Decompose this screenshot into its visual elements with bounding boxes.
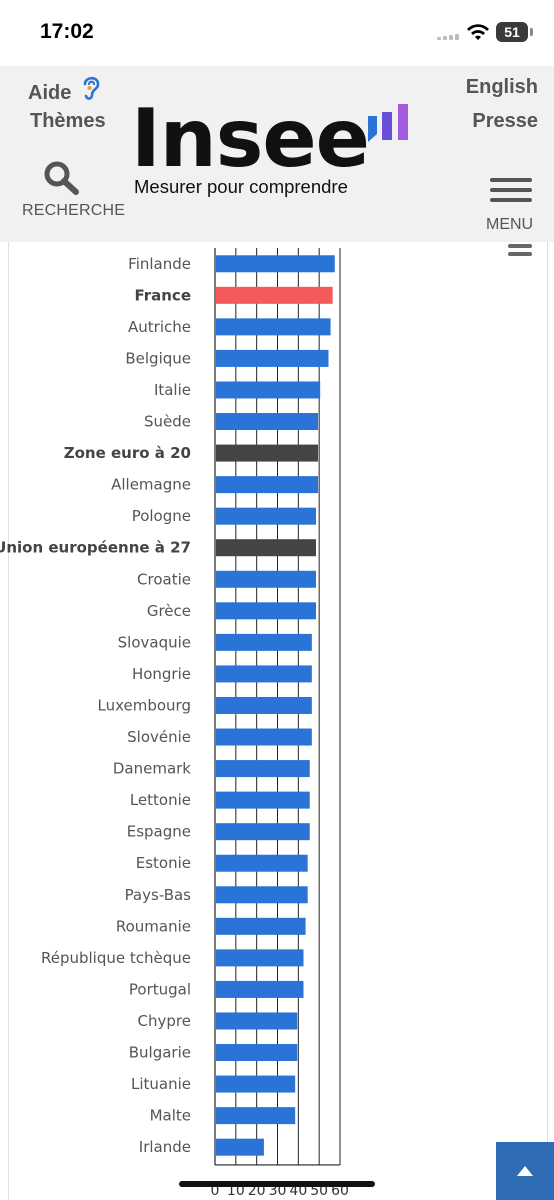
bar <box>216 539 316 557</box>
bar <box>216 570 316 588</box>
category-label: Belgique <box>125 349 191 367</box>
bar <box>216 1044 298 1062</box>
site-header: Aide Thèmes RECHERCHE Insee Mesurer pour… <box>0 66 554 242</box>
search-icon[interactable] <box>42 160 82 196</box>
category-label: Slovénie <box>127 728 191 746</box>
ear-icon[interactable] <box>78 72 104 102</box>
category-label: Finlande <box>128 255 191 273</box>
bar <box>216 602 316 620</box>
status-bar: 17:02 51 <box>0 0 554 66</box>
english-link[interactable]: English <box>465 76 538 98</box>
home-indicator <box>179 1181 375 1187</box>
category-label: Grèce <box>147 602 191 620</box>
chevron-up-icon <box>517 1166 533 1176</box>
back-to-top-button[interactable] <box>496 1142 554 1200</box>
bar <box>216 760 310 778</box>
themes-link[interactable]: Thèmes <box>30 110 106 132</box>
category-label: Danemark <box>113 760 191 778</box>
bar <box>216 381 321 399</box>
category-label: Bulgarie <box>129 1044 191 1062</box>
category-label: Roumanie <box>116 917 191 935</box>
category-label: Lettonie <box>130 791 191 809</box>
bar <box>216 413 319 431</box>
category-label: Espagne <box>127 823 191 841</box>
bar <box>216 1138 264 1156</box>
category-label: Pologne <box>132 507 191 525</box>
bar <box>216 949 304 967</box>
category-label: France <box>134 286 191 304</box>
bar <box>216 823 310 841</box>
category-label: Estonie <box>136 854 191 872</box>
bar <box>216 917 306 935</box>
category-label: Hongrie <box>132 665 191 683</box>
logo-bars-icon <box>368 104 408 142</box>
bar <box>216 318 331 336</box>
logo-tagline: Mesurer pour comprendre <box>134 176 348 197</box>
bar <box>216 791 310 809</box>
category-label: Croatie <box>137 570 191 588</box>
chart-frame <box>8 242 548 1200</box>
bar <box>216 255 335 273</box>
category-label: Suède <box>144 413 191 431</box>
bar <box>216 1107 296 1125</box>
category-label: Luxembourg <box>98 696 192 714</box>
bar <box>216 476 319 494</box>
bar <box>216 286 333 304</box>
category-label: République tchèque <box>41 949 191 967</box>
category-label: Zone euro à 20 <box>64 444 191 462</box>
bar <box>216 854 308 872</box>
category-label: Portugal <box>129 980 191 998</box>
aide-link[interactable]: Aide <box>28 82 72 104</box>
bar <box>216 728 312 746</box>
x-tick-label: 0 <box>211 1183 220 1199</box>
bar-chart: Finlande France Autriche Belgique Italie Suèd… <box>0 248 349 1199</box>
category-label: Pays-Bas <box>125 886 192 904</box>
chart-area: Finlande France Autriche Belgique Italie Suèd… <box>0 242 554 1200</box>
category-label: Italie <box>154 381 191 399</box>
menu-icon[interactable] <box>490 178 532 210</box>
bar <box>216 886 308 904</box>
insee-logo[interactable]: Insee <box>131 92 370 185</box>
wifi-icon <box>467 24 489 40</box>
category-label: Lituanie <box>131 1075 191 1093</box>
bar <box>216 665 312 683</box>
category-label: Malte <box>150 1107 191 1125</box>
battery-icon: 51 <box>496 22 528 42</box>
category-label: Chypre <box>138 1012 191 1030</box>
bar <box>216 349 329 367</box>
category-label: Irlande <box>139 1138 191 1156</box>
category-label: Union européenne à 27 <box>0 539 191 557</box>
battery-tip <box>530 28 533 36</box>
category-label: Slovaquie <box>118 633 191 651</box>
signal-icon <box>437 34 463 40</box>
bar <box>216 1012 298 1030</box>
category-label: Autriche <box>128 318 191 336</box>
search-label[interactable]: RECHERCHE <box>22 202 126 219</box>
category-label: Allemagne <box>111 476 191 494</box>
bar <box>216 633 312 651</box>
bar <box>216 696 312 714</box>
chart-menu-icon[interactable] <box>508 242 532 260</box>
bar <box>216 980 304 998</box>
bar <box>216 1075 296 1093</box>
status-time: 17:02 <box>40 20 94 43</box>
bar <box>216 444 319 462</box>
presse-link[interactable]: Presse <box>472 110 538 132</box>
bar <box>216 507 316 525</box>
menu-label[interactable]: MENU <box>486 216 534 233</box>
